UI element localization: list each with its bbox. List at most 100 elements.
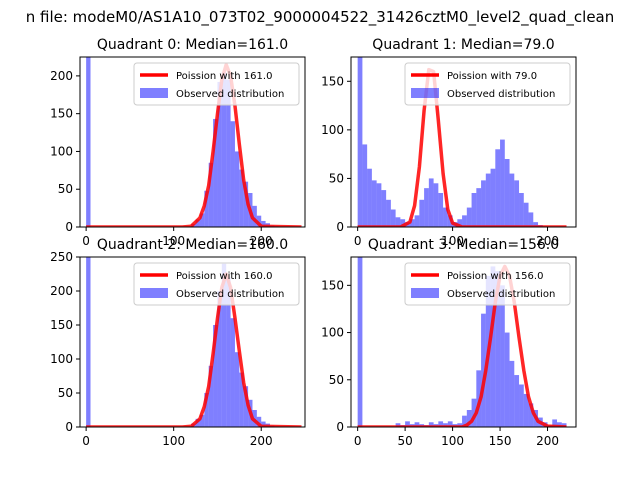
histogram-bar: [226, 79, 231, 227]
y-tick-label: 150: [50, 318, 73, 332]
histogram-bar: [514, 180, 520, 227]
legend-patch-swatch: [411, 288, 439, 298]
y-tick-label: 100: [321, 326, 344, 340]
histogram-bar: [523, 393, 529, 427]
axes-frame: [350, 56, 577, 228]
axes-frame: [79, 56, 306, 228]
y-tick-label: 200: [50, 284, 73, 298]
histogram-bar: [414, 422, 420, 427]
histogram-bar: [428, 422, 434, 427]
histogram-bar: [504, 159, 510, 227]
histogram-bar: [234, 352, 240, 427]
histogram-bar: [509, 173, 515, 227]
subplot-grid: 0 100 200 0 50 100 150 200 Poission with 161.0 Ob…: [50, 37, 577, 448]
histogram-bar: [261, 220, 266, 227]
histogram-bar: [239, 169, 244, 227]
x-tick-label: 50: [397, 434, 412, 448]
histogram-bar: [362, 144, 368, 227]
histogram-bar: [371, 180, 377, 227]
histogram-bar: [221, 72, 227, 227]
histogram-bar: [514, 375, 520, 427]
quadrant-1-panel: 0 100 200 0 50 100 150 Poission with 79.0 Observ…: [321, 37, 577, 248]
legend-entry-observed: Observed distribution: [447, 289, 555, 300]
histogram-bar: [357, 257, 363, 427]
y-tick-label: 150: [321, 278, 344, 292]
x-tick-label: 200: [536, 434, 559, 448]
y-tick-label: 100: [321, 123, 344, 137]
histogram-bar: [462, 415, 467, 427]
histogram-bar: [199, 414, 205, 427]
histogram-bar: [243, 386, 249, 427]
histogram-bar: [217, 291, 222, 427]
histogram-bar: [495, 149, 501, 227]
histogram-bar: [86, 257, 91, 427]
histogram-bar: [443, 423, 448, 427]
histogram-bar: [208, 162, 214, 227]
histogram-bar: [428, 178, 434, 227]
histogram-bar: [213, 118, 218, 227]
histogram-bar: [414, 215, 420, 227]
histogram-bar: [504, 332, 510, 427]
histogram-bar: [561, 423, 567, 427]
histogram-bar: [381, 190, 387, 227]
quadrant-3-panel: 0 50 100 150 200 0 50 100 150 Poission with 156.0…: [321, 237, 577, 448]
histogram-bar: [490, 266, 496, 427]
histogram-bar: [230, 318, 235, 427]
y-tick-label: 100: [50, 144, 73, 158]
legend-frame: [404, 62, 571, 106]
histogram-bar: [204, 393, 209, 427]
histogram-bar: [239, 372, 244, 427]
x-tick-label: 200: [250, 234, 273, 248]
histogram-bar: [476, 188, 482, 227]
plot-area: [357, 57, 567, 227]
histogram-bar: [234, 151, 240, 227]
histogram-bar: [528, 212, 534, 227]
legend-entry-observed: Observed distribution: [176, 289, 284, 300]
histogram-bar: [509, 360, 515, 427]
histogram-bar: [533, 222, 539, 227]
histogram-bar: [405, 421, 410, 427]
histogram-bar: [433, 183, 439, 227]
legend-entry-poisson: Poission with 161.0: [176, 71, 272, 82]
quadrant-0-panel: 0 100 200 0 50 100 150 200 Poission with 161.0 Ob…: [50, 37, 306, 248]
y-tick-label: 100: [50, 352, 73, 366]
legend-entry-poisson: Poission with 79.0: [447, 71, 537, 82]
panel-title: Quadrant 3: Median=156.0: [368, 237, 559, 253]
legend-entry-poisson: Poission with 156.0: [447, 271, 543, 282]
histogram-bar: [367, 168, 372, 227]
y-tick-label: 0: [336, 420, 344, 434]
histogram-bar: [519, 193, 524, 227]
histogram-bar: [195, 219, 200, 227]
histogram-bar: [217, 81, 222, 227]
histogram-bar: [523, 202, 529, 227]
histogram-bar: [252, 205, 257, 227]
histogram-bar: [386, 199, 391, 227]
histogram-bar: [226, 277, 231, 427]
histogram-bar: [256, 416, 262, 427]
y-tick-label: 0: [65, 220, 73, 234]
histogram-bar: [481, 180, 486, 227]
x-tick-label: 0: [82, 434, 90, 448]
panel-title: Quadrant 1: Median=79.0: [372, 37, 554, 53]
y-tick-label: 150: [50, 107, 73, 121]
plot-area: [86, 57, 302, 227]
histogram-bar: [495, 271, 501, 427]
panel-title: Quadrant 0: Median=161.0: [97, 37, 288, 53]
y-tick-label: 0: [65, 420, 73, 434]
histogram-bar: [376, 183, 382, 227]
histogram-bar: [395, 423, 401, 427]
histogram-bar: [86, 57, 91, 227]
legend: Poission with 79.0 Observed distribution: [404, 62, 571, 106]
histogram-bar: [457, 219, 463, 227]
histogram-bar: [485, 173, 491, 227]
y-tick-label: 50: [58, 386, 73, 400]
histogram-bar: [481, 313, 486, 427]
x-tick-label: 100: [162, 434, 185, 448]
histogram-bar: [490, 168, 496, 227]
histogram-bar: [199, 213, 205, 227]
histogram-bar: [395, 217, 401, 227]
histogram-bar: [466, 410, 472, 427]
histogram-bar: [557, 422, 562, 427]
histogram-bar: [471, 193, 477, 227]
